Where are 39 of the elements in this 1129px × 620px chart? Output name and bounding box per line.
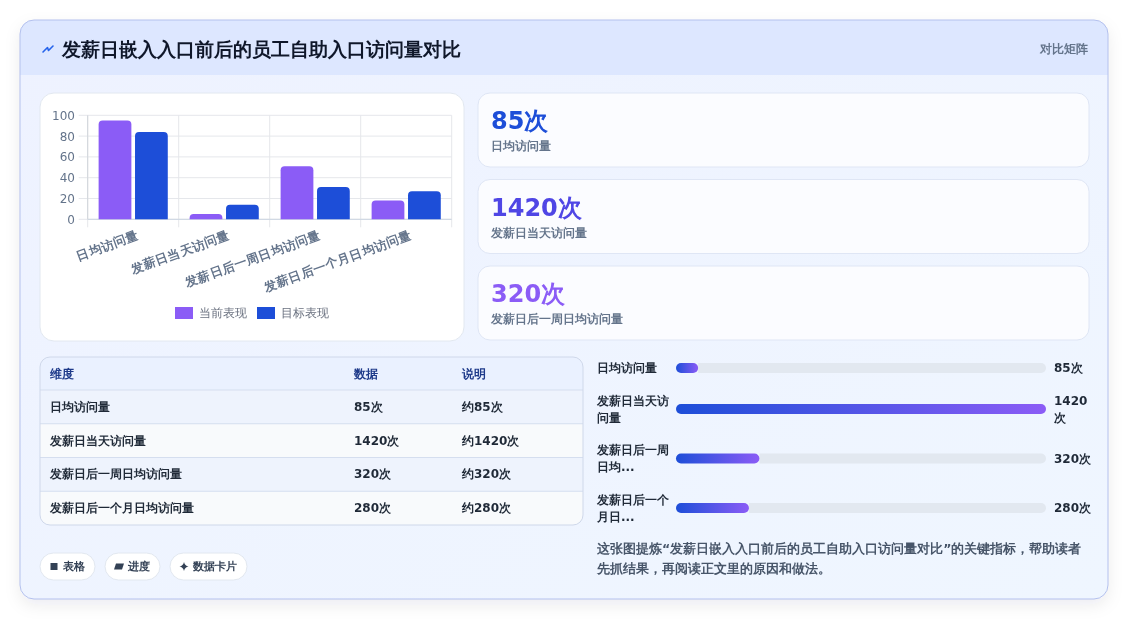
text: 说明	[461, 366, 486, 381]
y-tick-label: 发薪日后一周日均...	[596, 443, 669, 474]
bar	[98, 120, 132, 220]
bar	[408, 191, 441, 220]
y-tick-label: 发薪日后一个月日...	[596, 492, 670, 524]
legend-label: 当前表现	[199, 306, 247, 320]
text: 维度	[49, 366, 74, 381]
y-tick-label: 40	[59, 171, 75, 186]
text: 进度	[127, 560, 150, 573]
text: 数据卡片	[192, 560, 237, 573]
data-label: 约280次	[461, 501, 513, 516]
category-label: 发薪日后一个月日均访问量	[49, 501, 194, 516]
data-label: 320次	[1054, 451, 1093, 466]
bar	[226, 204, 259, 220]
text: 表格	[62, 560, 86, 573]
data-label: 约1420次	[461, 433, 521, 448]
bar	[135, 131, 168, 220]
data-label: 85次	[1054, 361, 1084, 375]
bar	[189, 214, 223, 220]
category-label: 发薪日当天访问量	[49, 433, 146, 448]
y-tick-label: 日均访问量	[597, 361, 657, 375]
data-label: 1420次	[1054, 393, 1088, 425]
data-label: 约320次	[461, 467, 513, 482]
y-tick-label: 发薪日当天访问量	[596, 393, 669, 425]
y-tick-label: 100	[52, 108, 75, 123]
data-label: 280次	[1054, 501, 1093, 515]
text: 这张图提炼“发薪日嵌入入口前后的员工自助入口访问量对比”的关键指标，帮助读者先抓结果，再阅读正文里的原因和做法。	[596, 540, 1082, 576]
y-tick-label: 80	[59, 129, 75, 144]
bar	[317, 187, 350, 220]
data-label: 约85次	[461, 399, 504, 414]
bar	[280, 166, 314, 220]
y-tick-label: 60	[59, 150, 75, 165]
y-tick-label: 0	[67, 212, 75, 227]
text: 发薪日嵌入入口前后的员工自助入口访问量对比	[61, 38, 461, 60]
bar	[371, 200, 405, 220]
category-label: 发薪日后一周日均访问量	[49, 467, 182, 482]
legend-label: 目标表现	[281, 306, 329, 320]
text: 对比矩阵	[1039, 42, 1088, 56]
y-tick-label: 20	[59, 192, 75, 206]
